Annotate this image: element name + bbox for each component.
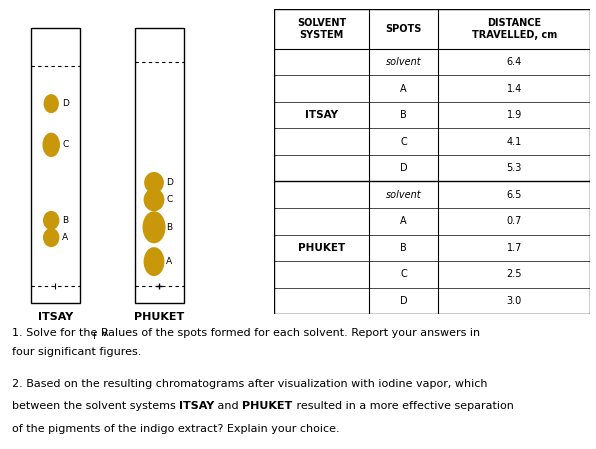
Text: C: C <box>401 136 407 147</box>
Ellipse shape <box>144 247 164 276</box>
Text: B: B <box>62 216 69 225</box>
Text: A: A <box>166 257 172 266</box>
Text: B: B <box>401 243 407 253</box>
Text: PHUKET: PHUKET <box>298 243 345 253</box>
Text: ITSAY: ITSAY <box>179 401 215 411</box>
Text: D: D <box>400 296 408 306</box>
Text: PHUKET: PHUKET <box>243 401 293 411</box>
Text: A: A <box>62 233 69 242</box>
Text: C: C <box>166 195 173 204</box>
Ellipse shape <box>44 94 59 113</box>
Bar <box>30 28 80 303</box>
Text: B: B <box>166 223 172 232</box>
Text: A: A <box>401 216 407 226</box>
Text: resulted in a more effective separation: resulted in a more effective separation <box>293 401 514 411</box>
Text: D: D <box>166 178 173 187</box>
Text: 6.4: 6.4 <box>507 57 522 67</box>
Text: ITSAY: ITSAY <box>38 313 73 322</box>
Text: SOLVENT
SYSTEM: SOLVENT SYSTEM <box>297 18 346 40</box>
Text: A: A <box>401 84 407 93</box>
Ellipse shape <box>142 211 166 243</box>
Text: between the solvent systems: between the solvent systems <box>12 401 179 411</box>
Text: 1. Solve for the R: 1. Solve for the R <box>12 328 108 338</box>
Text: C: C <box>401 269 407 279</box>
Text: 0.7: 0.7 <box>507 216 522 226</box>
Text: 1.9: 1.9 <box>507 110 522 120</box>
Text: 1.4: 1.4 <box>507 84 522 93</box>
Text: PHUKET: PHUKET <box>134 313 185 322</box>
Text: 1.7: 1.7 <box>507 243 522 253</box>
Text: ITSAY: ITSAY <box>305 110 338 120</box>
Ellipse shape <box>144 172 164 194</box>
Text: D: D <box>62 99 69 108</box>
Text: solvent: solvent <box>386 57 421 67</box>
Text: four significant figures.: four significant figures. <box>12 348 141 357</box>
Text: solvent: solvent <box>386 190 421 200</box>
Ellipse shape <box>42 132 60 157</box>
Ellipse shape <box>43 211 60 230</box>
Text: DISTANCE
TRAVELLED, cm: DISTANCE TRAVELLED, cm <box>471 18 557 40</box>
Text: 6.5: 6.5 <box>507 190 522 200</box>
Text: 3.0: 3.0 <box>507 296 522 306</box>
Text: 4.1: 4.1 <box>507 136 522 147</box>
Text: D: D <box>400 163 408 173</box>
Text: 2. Based on the resulting chromatograms after visualization with iodine vapor, w: 2. Based on the resulting chromatograms … <box>12 379 488 389</box>
Text: values of the spots formed for each solvent. Report your answers in: values of the spots formed for each solv… <box>98 328 480 338</box>
Text: C: C <box>62 141 69 150</box>
Text: and: and <box>215 401 243 411</box>
Text: f: f <box>92 332 95 341</box>
Text: of the pigments of the indigo extract? Explain your choice.: of the pigments of the indigo extract? E… <box>12 423 340 434</box>
Ellipse shape <box>144 189 164 211</box>
Text: B: B <box>401 110 407 120</box>
Text: 5.3: 5.3 <box>507 163 522 173</box>
Text: SPOTS: SPOTS <box>386 24 422 34</box>
Text: 2.5: 2.5 <box>507 269 522 279</box>
Bar <box>135 28 184 303</box>
Ellipse shape <box>43 228 60 247</box>
